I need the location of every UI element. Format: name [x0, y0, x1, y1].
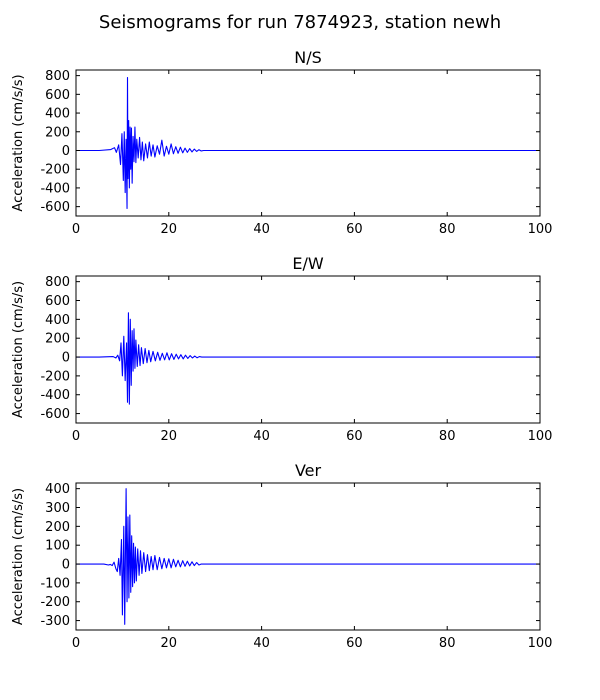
y-tick-label-ver-100: 100 [45, 539, 70, 554]
panel-ns: N/S Acceleration (cm/s/s) 0 20 40 60 80 100 -600… [11, 48, 552, 237]
y-axis-label-ver: Acceleration (cm/s/s) [11, 488, 26, 625]
x-tick-label-ns-100: 100 [528, 222, 553, 237]
y-tick-label-ns--200: -200 [40, 163, 70, 178]
x-tick-label-ns-40: 40 [253, 222, 270, 237]
y-tick-label-ew-800: 800 [45, 275, 70, 290]
figure-title: Seismograms for run 7874923, station new… [99, 12, 501, 33]
y-tick-label-ver-200: 200 [45, 520, 70, 535]
y-tick-label-ew--600: -600 [40, 407, 70, 422]
x-tick-label-ver-100: 100 [528, 636, 553, 651]
y-tick-label-ns-0: 0 [62, 144, 70, 159]
panel-title-ns: N/S [294, 48, 322, 67]
x-tick-label-ver-20: 20 [161, 636, 178, 651]
series-line-ew [76, 312, 540, 405]
x-tick-label-ew-60: 60 [346, 429, 363, 444]
series-line-ver [76, 488, 540, 625]
y-tick-label-ew-0: 0 [62, 351, 70, 366]
y-tick-label-ew--400: -400 [40, 388, 70, 403]
y-tick-label-ns--600: -600 [40, 200, 70, 215]
panel-title-ver: Ver [295, 461, 322, 480]
y-tick-label-ns-200: 200 [45, 125, 70, 140]
y-tick-label-ns-400: 400 [45, 107, 70, 122]
x-tick-label-ew-0: 0 [72, 429, 80, 444]
y-tick-label-ns-600: 600 [45, 88, 70, 103]
y-tick-label-ver-0: 0 [62, 558, 70, 573]
y-tick-label-ew--200: -200 [40, 369, 70, 384]
y-tick-label-ns--400: -400 [40, 181, 70, 196]
x-tick-label-ver-60: 60 [346, 636, 363, 651]
x-tick-label-ns-0: 0 [72, 222, 80, 237]
axes-frame-ew [75, 275, 541, 424]
panel-ver: Ver Acceleration (cm/s/s) 0 20 40 60 80 100 -300… [11, 461, 552, 651]
panel-ew: E/W Acceleration (cm/s/s) 0 20 40 60 80 100 -600… [11, 254, 552, 444]
y-tick-label-ew-400: 400 [45, 313, 70, 328]
axes-frame-ns [75, 69, 541, 217]
x-tick-label-ew-40: 40 [253, 429, 270, 444]
axes-frame-ver [75, 482, 541, 631]
series-line-ns [76, 76, 540, 210]
x-tick-label-ver-0: 0 [72, 636, 80, 651]
y-axis-label-ns: Acceleration (cm/s/s) [11, 74, 26, 211]
y-tick-label-ver-300: 300 [45, 501, 70, 516]
panel-title-ew: E/W [292, 254, 324, 273]
panels-container: N/S Acceleration (cm/s/s) 0 20 40 60 80 100 -600… [11, 48, 552, 651]
y-tick-label-ver-400: 400 [45, 482, 70, 497]
y-tick-label-ver--100: -100 [40, 576, 70, 591]
x-tick-label-ver-80: 80 [439, 636, 456, 651]
x-tick-label-ew-20: 20 [161, 429, 178, 444]
y-tick-label-ns-800: 800 [45, 69, 70, 84]
y-tick-label-ver--300: -300 [40, 614, 70, 629]
x-tick-label-ns-60: 60 [346, 222, 363, 237]
x-tick-label-ew-100: 100 [528, 429, 553, 444]
x-tick-label-ew-80: 80 [439, 429, 456, 444]
x-tick-label-ns-80: 80 [439, 222, 456, 237]
x-tick-label-ns-20: 20 [161, 222, 178, 237]
y-axis-label-ew: Acceleration (cm/s/s) [11, 281, 26, 418]
y-tick-label-ew-200: 200 [45, 332, 70, 347]
y-tick-label-ew-600: 600 [45, 294, 70, 309]
x-tick-label-ver-40: 40 [253, 636, 270, 651]
y-tick-label-ver--200: -200 [40, 595, 70, 610]
